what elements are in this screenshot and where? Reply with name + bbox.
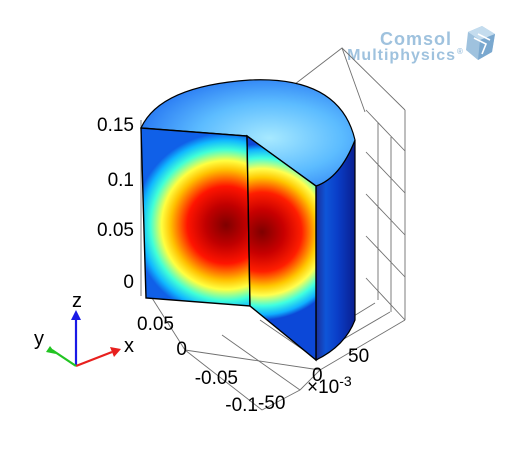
- y-tick-label: 50: [348, 346, 369, 367]
- z-tick-label: 0.1: [108, 170, 134, 191]
- z-tick-label: 0.05: [97, 220, 134, 241]
- cylinder-top-surface: [140, 79, 356, 187]
- x-tick-label: 0.05: [137, 314, 174, 335]
- logo-text-comsol: Comsol: [380, 29, 452, 49]
- triad-label-y: y: [34, 328, 44, 350]
- y-axis-multiplier: ×10-3: [307, 373, 352, 398]
- x-tick-label: 0: [176, 339, 187, 360]
- y-multiplier-exponent: -3: [339, 373, 352, 389]
- x-axis-ticks: 0.05 0 -0.05 -0.1: [137, 314, 258, 416]
- triad-label-z: z: [72, 290, 82, 312]
- axis-triad: [46, 310, 121, 368]
- y-axis-ticks: 50 0 -50 ×10-3: [258, 346, 369, 414]
- y-multiplier-base: ×10: [307, 377, 339, 398]
- logo-trademark: ®: [457, 47, 464, 56]
- z-tick-label: 0.15: [97, 115, 134, 136]
- y-tick-label: -50: [258, 393, 285, 414]
- x-tick-label: -0.05: [195, 368, 238, 389]
- comsol-cube-icon: [466, 26, 495, 60]
- z-tick-label: 0: [123, 272, 134, 293]
- comsol-logo: Comsol Multiphysics ®: [347, 26, 495, 64]
- x-tick-label: -0.1: [225, 395, 258, 416]
- triad-label-x: x: [124, 335, 134, 357]
- cut-plane-left: [141, 128, 250, 306]
- z-axis-ticks: 0.15 0.1 0.05 0: [97, 115, 134, 293]
- logo-text-multiphysics: Multiphysics: [347, 47, 456, 64]
- y-tick-label: 0: [312, 365, 323, 386]
